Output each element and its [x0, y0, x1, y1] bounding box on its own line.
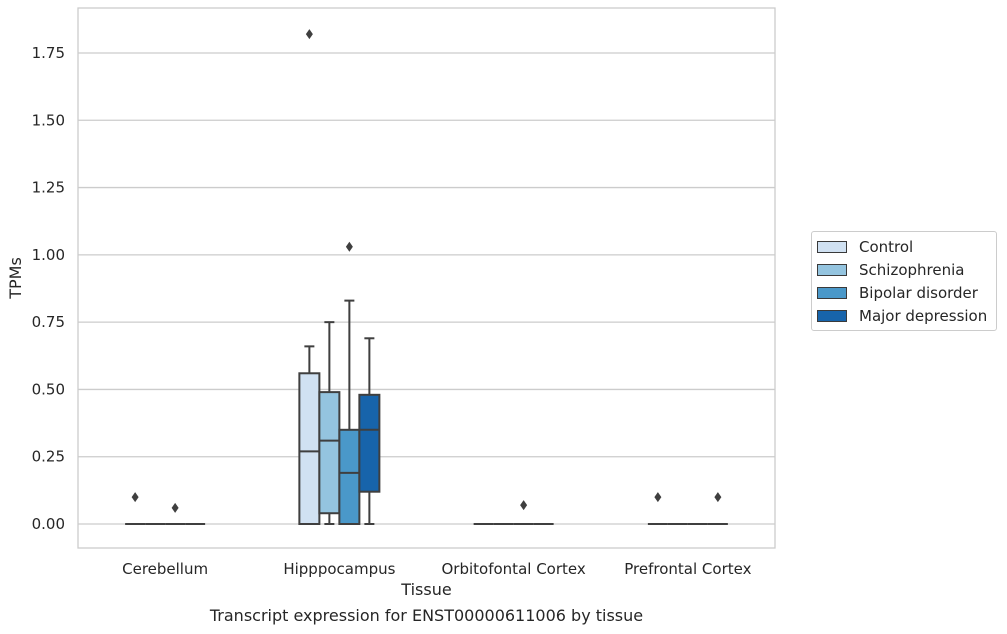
box-1-3 [358, 337, 381, 525]
x-tick-label: Orbitofontal Cortex [442, 560, 586, 578]
legend-swatch [817, 240, 847, 253]
legend-swatch [817, 286, 847, 299]
legend-item: Control [812, 235, 996, 258]
box-iqr [298, 372, 321, 525]
box-0-0 [125, 492, 146, 525]
legend-item: Schizophrenia [812, 258, 996, 281]
box-1-1 [318, 321, 341, 525]
outlier-point [131, 492, 139, 503]
box-iqr [318, 391, 341, 515]
gridlines [78, 52, 775, 525]
chart-caption: Transcript expression for ENST0000061100… [209, 606, 644, 625]
y-tick-label: 0.25 [32, 448, 65, 466]
y-axis-label: TPMs [6, 257, 25, 300]
box-1-2 [338, 241, 361, 525]
legend-label: Schizophrenia [859, 260, 965, 279]
legend: Control Schizophrenia Bipolar disorder Majo… [811, 231, 997, 331]
outlier-point [520, 500, 528, 511]
y-tick-label: 0.00 [32, 515, 65, 533]
legend-item: Bipolar disorder [812, 281, 996, 304]
box-iqr [338, 428, 361, 525]
legend-label: Bipolar disorder [859, 283, 978, 302]
outlier-point [345, 241, 353, 252]
legend-label: Major depression [859, 306, 988, 325]
legend-label: Control [859, 237, 914, 256]
box-3-3 [707, 492, 728, 525]
x-tick-label: Cerebellum [122, 560, 208, 578]
x-axis-label: Tissue [400, 580, 451, 599]
legend-swatch [817, 309, 847, 322]
box-0-2 [165, 502, 186, 525]
box-2-2 [513, 500, 534, 525]
box-3-0 [647, 492, 668, 525]
outlier-point [305, 29, 313, 40]
y-tick-label: 1.75 [32, 44, 65, 62]
x-axis-ticks: Cerebellum Hipppocampus Orbitofontal Corte… [122, 560, 751, 578]
outlier-point [171, 502, 179, 513]
y-tick-label: 1.25 [32, 179, 65, 197]
x-tick-label: Prefrontal Cortex [624, 560, 751, 578]
legend-item: Major depression [812, 304, 996, 327]
box-1-0 [298, 29, 321, 525]
outlier-point [714, 492, 722, 503]
plot-frame [77, 7, 776, 549]
y-tick-label: 1.00 [32, 246, 65, 264]
y-tick-label: 0.75 [32, 313, 65, 331]
legend-swatch [817, 263, 847, 276]
box-iqr [358, 393, 381, 493]
y-tick-label: 0.50 [32, 380, 65, 398]
outlier-point [654, 492, 662, 503]
plot-area [125, 29, 728, 525]
x-tick-label: Hipppocampus [283, 560, 395, 578]
y-tick-label: 1.50 [32, 111, 65, 129]
y-axis-ticks: 0.00 0.25 0.50 0.75 1.00 1.25 1.50 1.75 [32, 44, 65, 533]
